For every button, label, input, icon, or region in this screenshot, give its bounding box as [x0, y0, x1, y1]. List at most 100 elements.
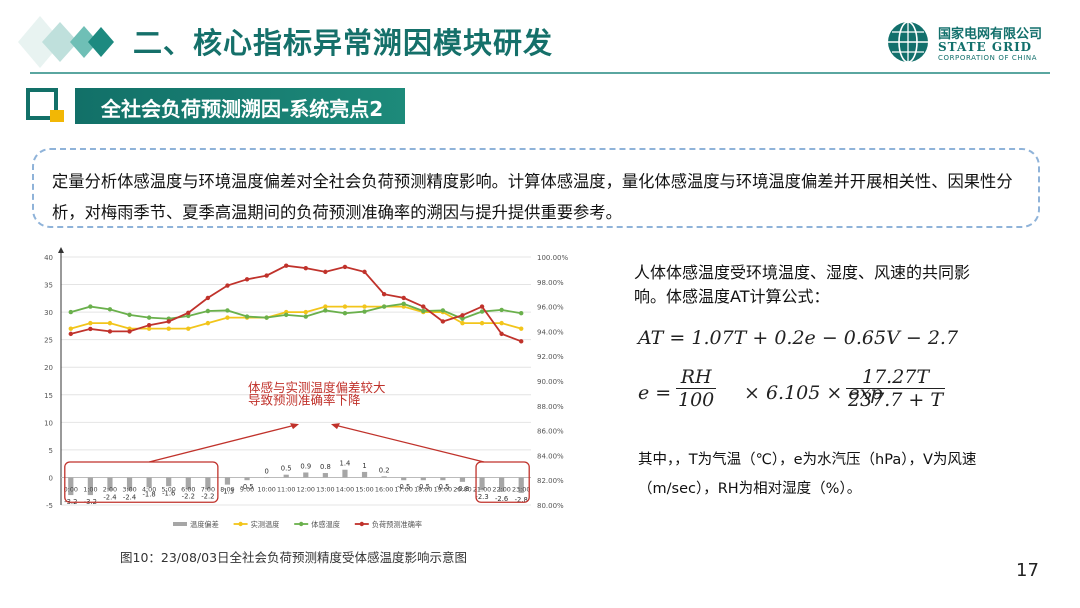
- series-point: [362, 269, 367, 275]
- deviation-bar: [479, 477, 485, 491]
- series-point: [225, 315, 230, 320]
- x-tick-label: 6:00: [181, 485, 195, 493]
- series-point: [244, 314, 250, 319]
- legend-label: 温度偏差: [190, 520, 219, 529]
- y-left-tick-label: 25: [44, 337, 53, 345]
- series-point: [186, 313, 191, 319]
- formula-note: 其中，，T为气温（℃），e为水汽压（hPa），V为风速（m/sec），RH为相对…: [638, 452, 977, 497]
- series-point: [401, 295, 406, 301]
- legend-label: 负荷预测准确率: [372, 520, 422, 529]
- series-point: [264, 315, 269, 320]
- series-point: [519, 326, 524, 331]
- series-point: [284, 312, 289, 318]
- fraction-rh-denominator: 100: [676, 388, 717, 411]
- bar-data-label: -2.2: [201, 493, 214, 501]
- series-point: [107, 320, 113, 326]
- series-point: [362, 304, 367, 309]
- y-right-tick-label: 100.00%: [537, 254, 568, 262]
- y-right-tick-label: 84.00%: [537, 452, 564, 460]
- series-point: [146, 323, 152, 328]
- series-point: [460, 313, 465, 318]
- x-tick-label: 22:00: [492, 485, 510, 493]
- series-point: [244, 277, 250, 282]
- series-point: [342, 264, 348, 270]
- series-point: [205, 295, 211, 301]
- series-point: [381, 292, 387, 297]
- series-point: [421, 308, 426, 314]
- series-point: [303, 314, 308, 319]
- x-tick-label: 5:00: [162, 485, 176, 493]
- deviation-bar: [322, 473, 328, 478]
- y-left-tick-label: 35: [44, 282, 53, 290]
- y-left-axis-arrow: [58, 247, 64, 253]
- formula-e-lhs: e =: [638, 382, 672, 404]
- logo-english-subtitle: CORPORATION OF CHINA: [938, 54, 1038, 62]
- deviation-bar: [518, 477, 524, 493]
- section-title: 全社会负荷预测溯因-系统亮点2: [101, 97, 384, 121]
- y-left-tick-label: 10: [44, 419, 53, 427]
- series-point: [146, 315, 152, 320]
- deviation-bar: [87, 477, 93, 496]
- y-right-tick-label: 92.00%: [537, 353, 564, 361]
- deviation-bar: [185, 477, 191, 490]
- bar-data-label: -2.4: [123, 494, 136, 502]
- series-point: [166, 319, 171, 324]
- section-title-bar: 全社会负荷预测溯因-系统亮点2: [75, 88, 405, 124]
- annotation-arrowhead-left: [290, 423, 299, 430]
- y-left-tick-label: -5: [46, 502, 53, 510]
- series-point: [323, 269, 328, 275]
- deviation-bar: [459, 477, 466, 482]
- series-point: [460, 320, 465, 326]
- page-number: 17: [1016, 560, 1039, 581]
- bar-data-label: -0.5: [397, 483, 410, 491]
- logo-chinese-name: 国家电网有限公司: [938, 27, 1043, 42]
- deviation-bar: [224, 477, 231, 485]
- temperature-accuracy-chart: -5051015202530354080.00%82.00%84.00%86.0…: [44, 247, 568, 529]
- series-line: [70, 302, 522, 320]
- series-point: [186, 326, 191, 331]
- series-point: [303, 309, 308, 315]
- bar-data-label: 1: [362, 462, 366, 470]
- x-tick-label: 20:00: [453, 485, 471, 493]
- series-point: [323, 304, 328, 309]
- x-tick-label: 3:00: [122, 485, 136, 493]
- section-icon: [26, 88, 64, 122]
- x-tick-label: 19:00: [434, 485, 452, 493]
- state-grid-logo: 国家电网有限公司 STATE GRID CORPORATION OF CHINA: [884, 20, 1054, 64]
- series-point: [303, 265, 308, 271]
- deviation-bar: [126, 477, 133, 491]
- deviation-bar: [107, 477, 113, 491]
- y-left-tick-label: 0: [49, 474, 53, 482]
- series-point: [225, 308, 230, 313]
- series-point: [479, 320, 485, 326]
- deviation-bar: [146, 477, 152, 488]
- deviation-bar: [381, 476, 387, 478]
- legend-swatch: [173, 522, 187, 526]
- series-point: [107, 329, 113, 334]
- series-point: [342, 304, 348, 309]
- x-tick-label: 12:00: [297, 485, 315, 493]
- formula-e-middle: × 6.105 × exp: [744, 382, 883, 404]
- series-point: [186, 310, 191, 315]
- highlight-box-left: [64, 461, 219, 503]
- bar-data-label: -2.2: [182, 493, 195, 501]
- deviation-bar: [244, 477, 250, 481]
- series-point: [401, 301, 406, 307]
- deviation-bar: [342, 469, 348, 478]
- globe-logo-icon: [888, 21, 928, 63]
- bar-data-label: -1.8: [142, 490, 155, 498]
- series-point: [421, 304, 426, 309]
- deviation-bar: [205, 477, 211, 490]
- x-tick-label: 15:00: [355, 485, 373, 493]
- y-left-tick-label: 20: [44, 364, 53, 372]
- series-point: [342, 311, 348, 316]
- y-left-tick-label: 5: [49, 447, 53, 455]
- legend-swatch-point: [359, 521, 364, 527]
- x-tick-label: 9:00: [240, 485, 254, 493]
- formula-at: AT = 1.07T + 0.2e − 0.65V − 2.7: [638, 327, 959, 349]
- deviation-bar: [303, 472, 309, 478]
- x-tick-label: 7:00: [201, 485, 215, 493]
- series-point: [166, 326, 171, 331]
- fraction-exp-numerator: 17.27T: [862, 366, 930, 388]
- x-tick-label: 17:00: [394, 485, 412, 493]
